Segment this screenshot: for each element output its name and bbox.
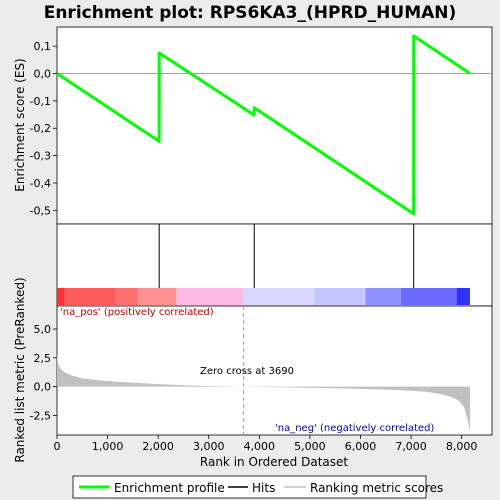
xtick-label-2: 2,000 xyxy=(142,440,174,453)
color-bar-segment-8 xyxy=(400,288,457,305)
xtick-label-7: 7,000 xyxy=(395,440,427,453)
xtick-label-6: 6,000 xyxy=(345,440,377,453)
xtick-label-5: 5,000 xyxy=(294,440,326,453)
legend-label-hits: Hits xyxy=(252,481,275,495)
xtick-label-1: 1,000 xyxy=(92,440,124,453)
legend-box xyxy=(72,475,427,499)
es-curve-line-0 xyxy=(56,34,471,216)
x-axis-label: Rank in Ordered Dataset xyxy=(200,455,348,469)
es-ytick-label-4: -0,3 xyxy=(30,150,51,163)
es-panel xyxy=(56,26,493,225)
color-bar-segment-3 xyxy=(137,288,177,305)
xtick-label-3: 3,000 xyxy=(193,440,225,453)
zero-cross-label: Zero cross at 3690 xyxy=(200,366,294,377)
pos-correlated-label: 'na_pos' (positively correlated) xyxy=(60,307,214,318)
es-curve-group xyxy=(56,34,492,216)
neg-correlated-label: 'na_neg' (negatively correlated) xyxy=(275,423,434,434)
xtick-label-0: 0 xyxy=(54,440,61,453)
es-ytick-label-0: 0,1 xyxy=(34,40,52,53)
es-ytick-label-1: 0,0 xyxy=(34,68,52,81)
rank-color-bar xyxy=(57,288,470,305)
axes: 0,1 0,0 -0,1 -0,2 -0,3 -0,4 -0,5 5,0 2,5 0,0 -2,5 0… xyxy=(30,40,478,453)
metric-ytick-label-3: -2,5 xyxy=(30,409,51,422)
legend-label-metric: Ranking metric scores xyxy=(310,481,443,495)
es-ytick-label-6: -0,5 xyxy=(30,204,51,217)
metric-ytick-label-1: 2,5 xyxy=(34,352,52,365)
es-ytick-label-5: -0,4 xyxy=(30,177,51,190)
color-bar-segment-1 xyxy=(64,288,116,305)
metric-ytick-label-2: 0,0 xyxy=(34,381,52,394)
color-bar-segment-6 xyxy=(314,288,366,305)
legend: Enrichment profile Hits Ranking metric s… xyxy=(72,475,443,499)
metric-ytick-label-0: 5,0 xyxy=(34,323,52,336)
xtick-label-4: 4,000 xyxy=(244,440,276,453)
legend-label-enrichment: Enrichment profile xyxy=(114,481,225,495)
color-bar-segment-2 xyxy=(115,288,138,305)
es-axis-label: Enrichment score (ES) xyxy=(13,58,27,191)
es-ytick-label-2: -0,1 xyxy=(30,95,51,108)
es-ytick-label-3: -0,2 xyxy=(30,122,51,135)
chart-title: Enrichment plot: RPS6KA3_(HPRD_HUMAN) xyxy=(44,3,457,23)
metric-area xyxy=(57,306,470,435)
color-bar-segment-0 xyxy=(57,288,65,305)
color-bar-segment-9 xyxy=(456,288,470,305)
color-bar-segment-4 xyxy=(176,288,244,305)
metric-axis-label: Ranked list metric (PreRanked) xyxy=(13,277,27,462)
hit-lines xyxy=(158,224,415,288)
metric-panel xyxy=(56,305,493,436)
color-bar-segment-7 xyxy=(365,288,401,305)
color-bar-segment-5 xyxy=(243,288,315,305)
xtick-label-8: 8,000 xyxy=(446,440,478,453)
